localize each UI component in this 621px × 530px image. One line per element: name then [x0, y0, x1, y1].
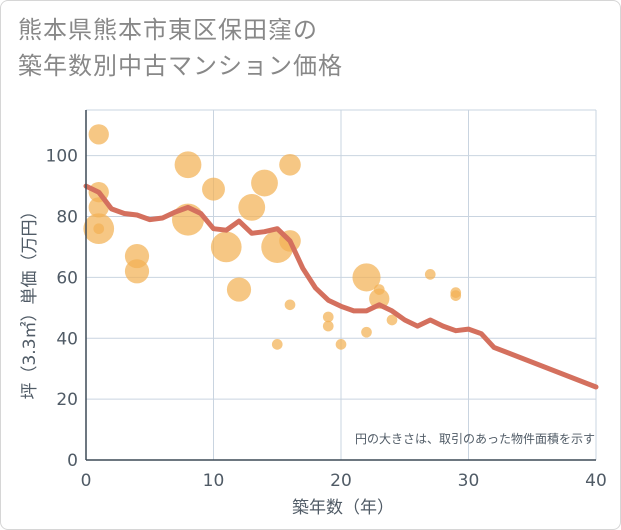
y-tick-label: 0: [67, 451, 78, 471]
x-tick-label: 0: [81, 471, 92, 491]
bubble-point: [88, 124, 109, 145]
bubble-layer: [83, 124, 462, 350]
bubble-point: [322, 320, 334, 332]
y-axis-title: 坪（3.3㎡）単価（万円）: [20, 202, 40, 399]
bubble-point: [124, 259, 150, 284]
bubble-point: [174, 151, 202, 179]
bubble-point: [386, 314, 398, 326]
grid-layer: [86, 109, 597, 460]
bubble-point: [279, 153, 301, 176]
trend-line-layer: [83, 183, 599, 390]
bubble-point: [450, 290, 462, 301]
bubble-point: [284, 299, 296, 311]
bubble-point: [93, 223, 105, 235]
bubble-point: [226, 277, 252, 302]
bubble-point: [238, 193, 266, 221]
chart-title-line-2: 築年数別中古マンション価格: [18, 52, 343, 80]
y-tick-label: 100: [46, 147, 78, 167]
bubble-size-note: 円の大きさは、取引のあった物件面積を示す: [355, 431, 595, 446]
bubble-point: [251, 169, 278, 197]
axis-layer: 0 20 40 60 80 100 0 10 20 30 40: [46, 110, 607, 491]
x-tick-label: 10: [203, 471, 225, 491]
bubble-point: [271, 339, 283, 350]
bubble-point: [373, 284, 385, 295]
trend-line: [83, 183, 599, 390]
bubble-point: [369, 288, 390, 309]
y-tick-label: 20: [56, 390, 78, 410]
bubble-point: [361, 326, 372, 338]
bubble-point: [335, 339, 347, 350]
x-tick-label: 40: [585, 471, 607, 491]
bubble-point: [202, 177, 225, 201]
bubble-point: [322, 311, 334, 323]
x-tick-label: 30: [458, 471, 480, 491]
bubble-point: [210, 231, 242, 263]
x-axis-title: 築年数（年）: [292, 498, 394, 518]
chart-title-line-1: 熊本県熊本市東区保田窪の: [18, 16, 318, 44]
chart-title: 熊本県熊本市東区保田窪の 築年数別中古マンション価格: [18, 12, 343, 84]
bubble-point: [352, 263, 381, 292]
bubble-point: [424, 269, 436, 280]
y-tick-label: 80: [56, 208, 78, 228]
y-tick-label: 40: [56, 329, 78, 349]
y-tick-label: 60: [56, 268, 78, 288]
x-tick-label: 20: [330, 471, 352, 491]
